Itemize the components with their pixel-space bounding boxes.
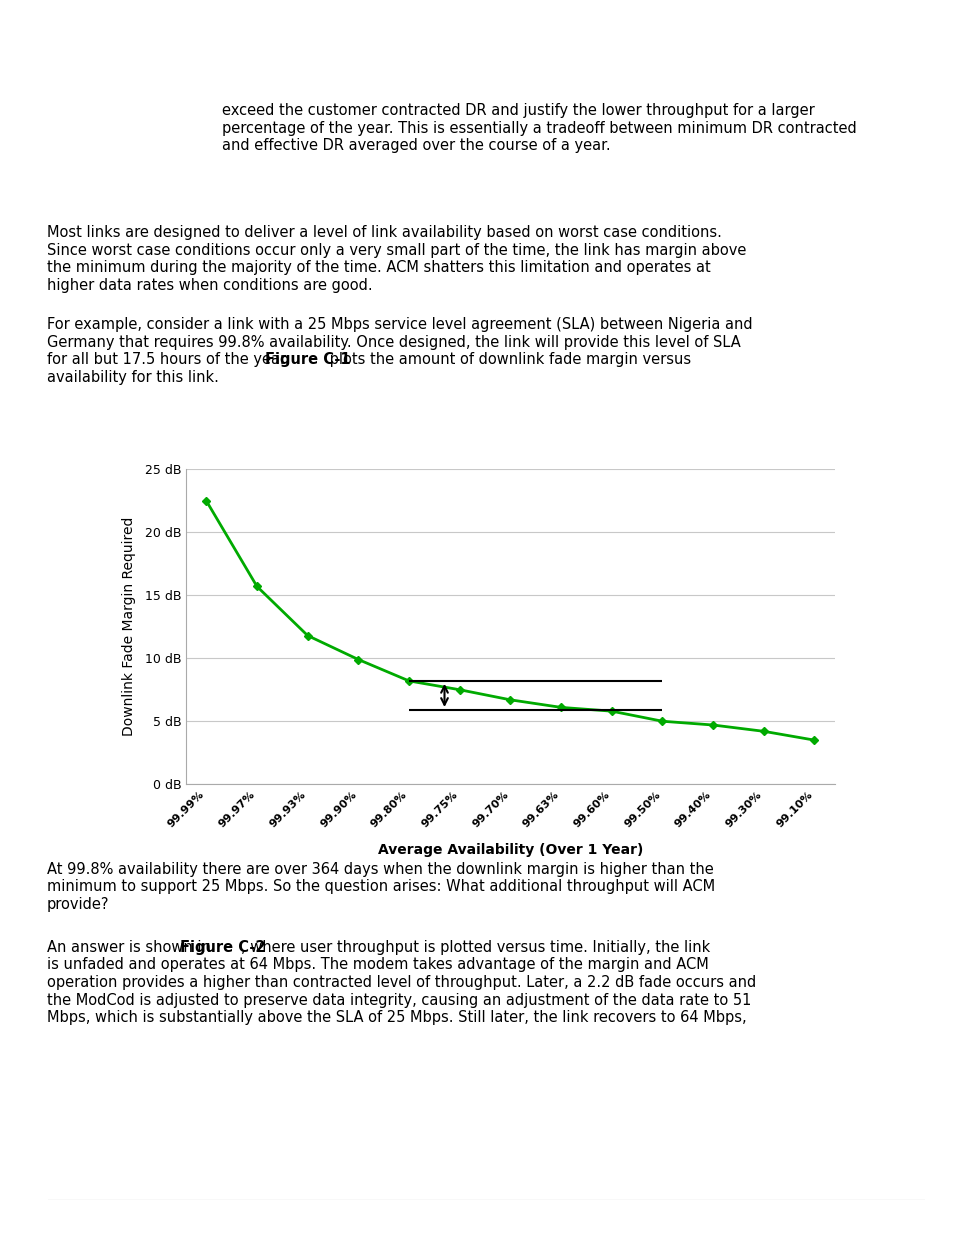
Text: availability for this link.: availability for this link.	[47, 369, 218, 384]
Text: higher data rates when conditions are good.: higher data rates when conditions are go…	[47, 278, 373, 293]
Text: minimum to support 25 Mbps. So the question arises: What additional throughput w: minimum to support 25 Mbps. So the quest…	[47, 879, 715, 894]
Text: and effective DR averaged over the course of a year.: and effective DR averaged over the cours…	[222, 138, 610, 153]
Text: Mbps, which is substantially above the SLA of 25 Mbps. Still later, the link rec: Mbps, which is substantially above the S…	[47, 1010, 746, 1025]
Text: for all but 17.5 hours of the year.: for all but 17.5 hours of the year.	[47, 352, 294, 367]
Text: provide?: provide?	[47, 897, 110, 911]
Text: plots the amount of downlink fade margin versus: plots the amount of downlink fade margin…	[325, 352, 691, 367]
Text: the ModCod is adjusted to preserve data integrity, causing an adjustment of the : the ModCod is adjusted to preserve data …	[47, 993, 751, 1008]
Text: , where user throughput is plotted versus time. Initially, the link: , where user throughput is plotted versu…	[240, 940, 709, 955]
Text: is unfaded and operates at 64 Mbps. The modem takes advantage of the margin and : is unfaded and operates at 64 Mbps. The …	[47, 957, 708, 972]
Text: Figure C-2: Figure C-2	[180, 940, 265, 955]
Text: Since worst case conditions occur only a very small part of the time, the link h: Since worst case conditions occur only a…	[47, 242, 745, 258]
Y-axis label: Downlink Fade Margin Required: Downlink Fade Margin Required	[122, 517, 136, 736]
Text: For example, consider a link with a 25 Mbps service level agreement (SLA) betwee: For example, consider a link with a 25 M…	[47, 317, 752, 332]
Text: Figure C-1: Figure C-1	[265, 352, 350, 367]
Text: exceed the customer contracted DR and justify the lower throughput for a larger: exceed the customer contracted DR and ju…	[222, 103, 814, 119]
Text: Germany that requires 99.8% availability. Once designed, the link will provide t: Germany that requires 99.8% availability…	[47, 335, 740, 350]
Text: operation provides a higher than contracted level of throughput. Later, a 2.2 dB: operation provides a higher than contrac…	[47, 974, 756, 990]
Text: At 99.8% availability there are over 364 days when the downlink margin is higher: At 99.8% availability there are over 364…	[47, 862, 713, 877]
Text: percentage of the year. This is essentially a tradeoff between minimum DR contra: percentage of the year. This is essentia…	[222, 121, 856, 136]
Text: the minimum during the majority of the time. ACM shatters this limitation and op: the minimum during the majority of the t…	[47, 261, 710, 275]
Text: An answer is shown in: An answer is shown in	[47, 940, 215, 955]
X-axis label: Average Availability (Over 1 Year): Average Availability (Over 1 Year)	[377, 844, 642, 857]
Text: Most links are designed to deliver a level of link availability based on worst c: Most links are designed to deliver a lev…	[47, 225, 721, 240]
